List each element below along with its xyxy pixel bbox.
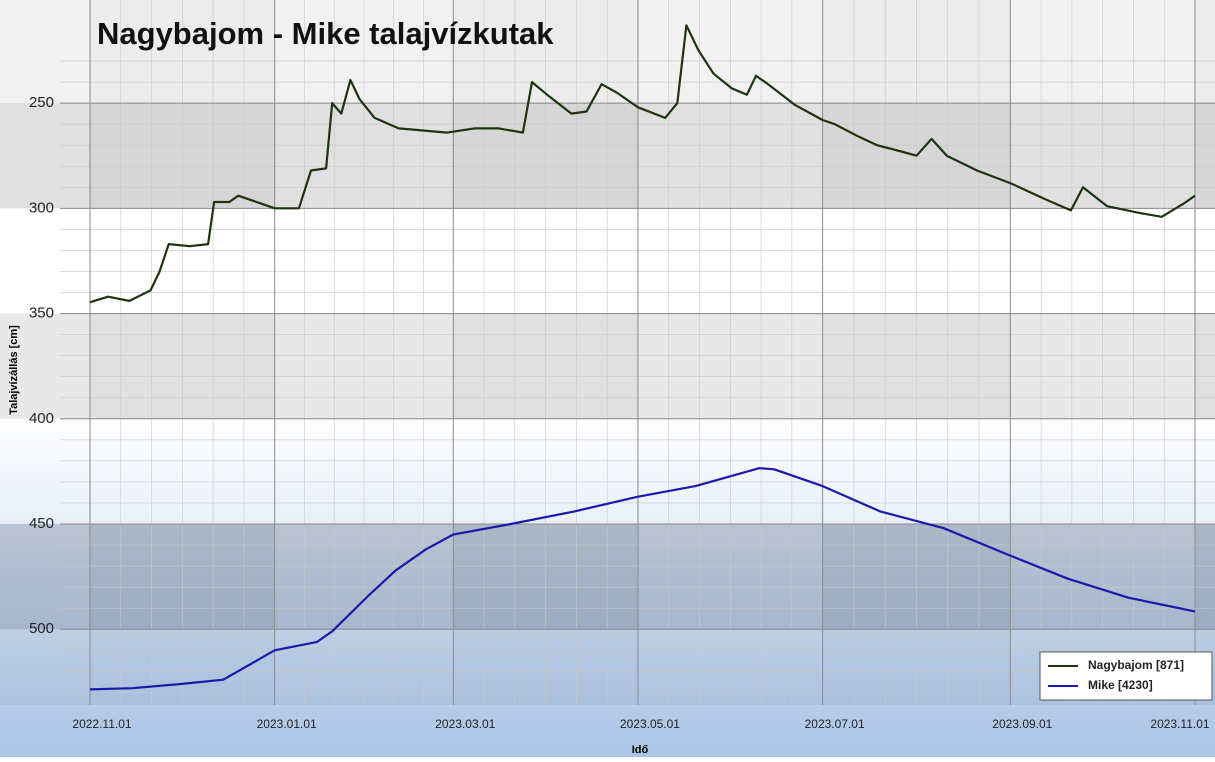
band <box>0 313 90 419</box>
chart-title: Nagybajom - Mike talajvízkutak <box>97 16 554 51</box>
y-tick-label: 300 <box>29 199 54 216</box>
y-tick-label: 350 <box>29 305 54 322</box>
legend-box <box>1039 651 1213 701</box>
x-tick-label: 2023.03.01 <box>435 717 495 731</box>
x-tick-label: 2023.01.01 <box>257 717 317 731</box>
data-line <box>89 24 1196 304</box>
band <box>1195 524 1215 630</box>
legend-label: Mike [4230] <box>1088 678 1153 692</box>
y-tick-label: 450 <box>29 515 54 532</box>
band <box>0 629 90 705</box>
x-tick-label: 2022.11.01 <box>72 717 131 731</box>
data-line <box>89 467 1196 691</box>
band <box>0 103 90 209</box>
band <box>0 524 90 630</box>
y-tick-label: 250 <box>29 94 54 111</box>
band <box>0 0 90 104</box>
x-tick-label: 2023.11.01 <box>1150 717 1209 731</box>
band <box>1195 103 1215 209</box>
legend-label: Nagybajom [871] <box>1088 658 1184 672</box>
y-tick-label: 400 <box>29 410 54 427</box>
band <box>1195 313 1215 419</box>
y-tick-label: 500 <box>29 620 54 637</box>
x-axis-label: Idő <box>632 744 649 756</box>
band <box>0 418 90 525</box>
band <box>1195 418 1215 525</box>
x-tick-label: 2023.05.01 <box>620 717 680 731</box>
y-axis-label: Talajvízállás [cm] <box>8 325 20 415</box>
x-tick-label: 2023.07.01 <box>805 717 865 731</box>
band <box>1195 0 1215 104</box>
x-tick-label: 2023.09.01 <box>992 717 1052 731</box>
